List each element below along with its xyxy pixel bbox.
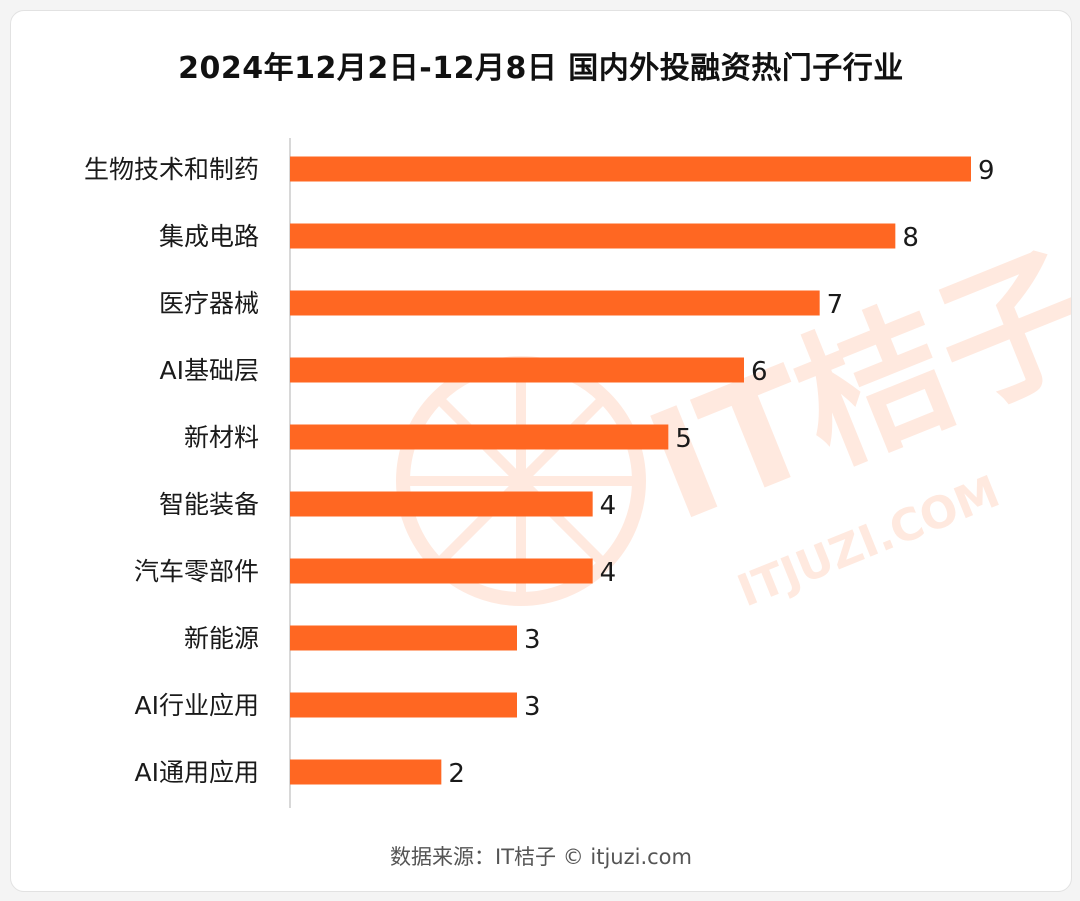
bar bbox=[290, 558, 593, 584]
category-label: AI行业应用 bbox=[135, 691, 259, 720]
bar bbox=[290, 290, 820, 316]
bar-chart: 生物技术和制药 9 集成电路 8 医疗器械 7 AI基础层 6 新材料 5 智能装备 4 汽车零部件 4 新… bbox=[84, 138, 995, 808]
value-label: 4 bbox=[600, 491, 617, 521]
bar bbox=[290, 156, 971, 182]
data-source: 数据来源：IT桔子 © itjuzi.com bbox=[390, 845, 692, 869]
value-label: 9 bbox=[978, 156, 995, 186]
value-label: 6 bbox=[751, 357, 768, 387]
value-label: 2 bbox=[448, 759, 465, 789]
category-label: AI基础层 bbox=[160, 356, 259, 385]
category-label: 生物技术和制药 bbox=[84, 155, 259, 184]
value-label: 5 bbox=[675, 424, 692, 454]
value-label: 4 bbox=[600, 558, 617, 588]
value-label: 8 bbox=[902, 223, 919, 253]
category-label: AI通用应用 bbox=[135, 758, 259, 787]
category-label: 新能源 bbox=[184, 624, 259, 653]
category-label: 集成电路 bbox=[159, 222, 259, 251]
value-label: 3 bbox=[524, 692, 541, 722]
bar bbox=[290, 491, 593, 517]
bar bbox=[290, 759, 442, 785]
chart-title: 2024年12月2日-12月8日 国内外投融资热门子行业 bbox=[178, 51, 904, 86]
bar bbox=[290, 625, 517, 651]
value-label: 7 bbox=[827, 290, 844, 320]
bar bbox=[290, 692, 517, 718]
bar bbox=[290, 357, 744, 383]
category-label: 医疗器械 bbox=[159, 289, 259, 318]
bar bbox=[290, 223, 896, 249]
category-label: 汽车零部件 bbox=[134, 557, 259, 586]
bar bbox=[290, 424, 669, 450]
chart-card: IT桔子 ITJUZI.COM 2024年12月2日-12月8日 国内外投融资热… bbox=[10, 10, 1072, 892]
category-label: 智能装备 bbox=[159, 490, 259, 519]
category-label: 新材料 bbox=[184, 423, 259, 452]
value-label: 3 bbox=[524, 625, 541, 655]
